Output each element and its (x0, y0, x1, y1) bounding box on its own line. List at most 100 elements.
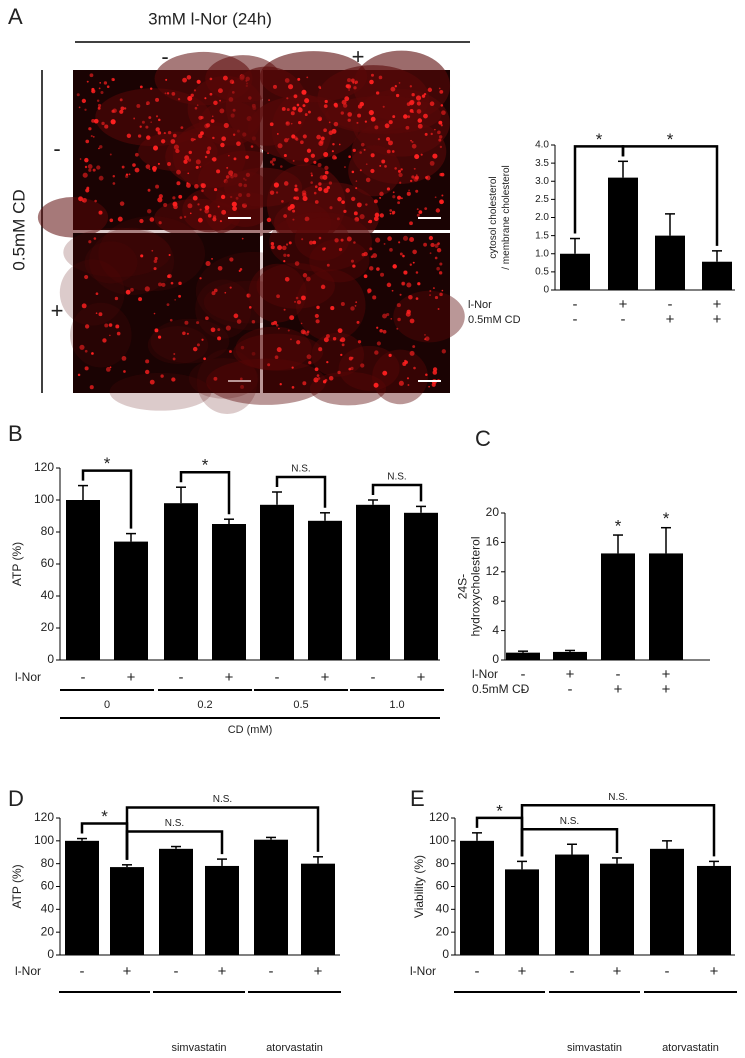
condition-sign: - (179, 669, 184, 686)
vesicle (316, 305, 320, 310)
vesicle (313, 191, 317, 195)
vesicle (190, 93, 194, 98)
vesicle (326, 334, 330, 339)
vesicle (292, 209, 296, 213)
vesicle (379, 196, 382, 199)
vesicle (100, 91, 104, 95)
micrograph (73, 233, 260, 393)
vesicle (172, 133, 177, 138)
vesicle (300, 329, 306, 335)
vesicle (389, 248, 393, 252)
vesicle (326, 360, 329, 364)
vesicle (398, 380, 404, 386)
significance-label: N.S. (291, 464, 310, 475)
vesicle (294, 136, 298, 140)
vesicle (271, 163, 275, 166)
condition-sign: - (81, 669, 86, 686)
condition-sign: + (710, 963, 719, 980)
vesicle (378, 75, 383, 80)
vesicle (430, 242, 435, 248)
vesicle (337, 196, 342, 202)
significance-label: N.S. (213, 794, 232, 805)
vesicle (88, 240, 92, 244)
vesicle (95, 292, 99, 296)
vesicle (197, 217, 203, 223)
bar (114, 541, 148, 660)
condition-sign: + (225, 669, 234, 686)
vesicle (415, 189, 419, 193)
vesicle (229, 286, 232, 289)
vesicle (201, 189, 204, 193)
significance-label: * (615, 517, 622, 536)
vesicle (276, 294, 280, 299)
vesicle (399, 181, 402, 184)
vesicle (370, 153, 375, 158)
vesicle (278, 327, 280, 330)
vesicle (416, 109, 422, 114)
vesicle (132, 163, 136, 167)
x-axis-label: CD (mM) (228, 724, 273, 736)
vesicle (399, 252, 403, 256)
vesicle (316, 134, 321, 140)
vesicle (160, 374, 164, 378)
vesicle (348, 89, 350, 91)
vesicle (84, 108, 87, 111)
condition-sign: - (275, 669, 280, 686)
vesicle (408, 294, 413, 300)
vesicle (286, 108, 290, 112)
vesicle (406, 377, 410, 380)
y-axis-label: ATP (%) (10, 542, 24, 586)
vesicle (272, 84, 278, 89)
vesicle (136, 104, 141, 108)
bar (560, 253, 590, 290)
significance-label: * (101, 807, 108, 826)
vesicle (189, 212, 192, 215)
cell (259, 51, 368, 103)
vesicle (231, 201, 237, 207)
vesicle (424, 334, 426, 336)
vesicle (90, 134, 93, 138)
vesicle (92, 168, 96, 172)
vesicle (190, 137, 195, 142)
vesicle (416, 208, 419, 211)
vesicle (76, 93, 80, 97)
vesicle (416, 101, 422, 106)
cell (269, 211, 373, 272)
vesicle (212, 157, 217, 162)
cell (84, 241, 138, 284)
vesicle (116, 331, 121, 336)
vesicle (199, 165, 202, 168)
vesicle (388, 353, 392, 358)
vesicle (370, 168, 375, 174)
vesicle (408, 100, 415, 106)
vesicle (104, 323, 109, 328)
vesicle (318, 187, 323, 192)
vesicle (306, 148, 312, 153)
vesicle (128, 173, 131, 176)
vesicle (239, 268, 243, 271)
condition-sign: + (314, 963, 323, 980)
bar (308, 520, 342, 660)
y-tick-label: 0 (543, 285, 549, 296)
vesicle (272, 157, 276, 162)
vesicle (417, 282, 421, 286)
vesicle (351, 170, 355, 174)
vesicle (171, 377, 176, 382)
vesicle (357, 113, 362, 118)
vesicle (350, 78, 355, 83)
y-tick-label: 4.0 (535, 140, 549, 151)
vesicle (211, 257, 213, 260)
vesicle (350, 306, 355, 311)
vesicle (213, 288, 218, 293)
vesicle (270, 242, 275, 246)
condition-sign: + (518, 963, 527, 980)
vesicle (251, 320, 256, 324)
y-axis-label: hydroxycholesterol (469, 536, 483, 636)
cell (309, 371, 387, 406)
group-label: 0 (104, 699, 110, 711)
condition-sign: - (621, 311, 626, 328)
condition-sign: + (417, 669, 426, 686)
vesicle (439, 135, 443, 139)
vesicle (114, 296, 119, 301)
vesicle (301, 238, 304, 241)
